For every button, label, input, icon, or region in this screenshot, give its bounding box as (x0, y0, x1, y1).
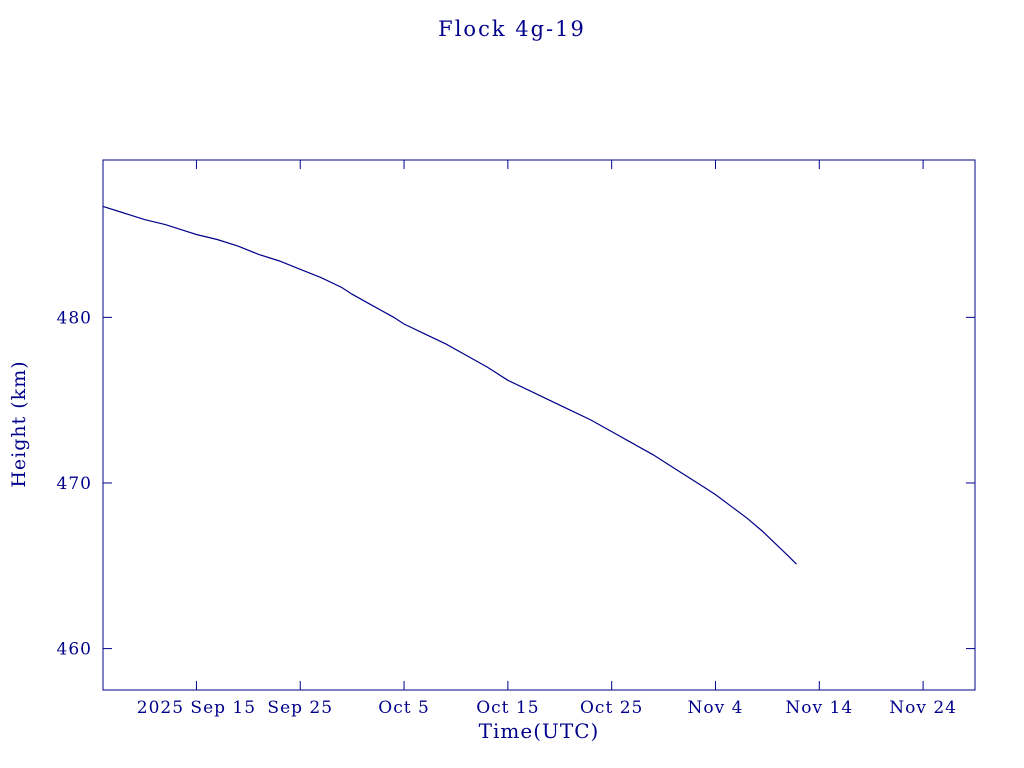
height-decay-curve (102, 205, 797, 565)
y-tick-label: 460 (57, 640, 92, 660)
x-tick-label: Nov 24 (889, 698, 957, 718)
x-tick-label: Nov 4 (688, 698, 744, 718)
axes-box (102, 159, 976, 691)
x-tick-label: 2025 Sep 15 (137, 698, 256, 718)
y-tick-label: 480 (57, 308, 92, 328)
chart-title: Flock 4g-19 (438, 17, 586, 41)
x-axis-label: Time(UTC) (478, 719, 600, 743)
x-tick-label: Nov 14 (785, 698, 853, 718)
x-tick-label: Sep 25 (267, 698, 333, 718)
x-tick-label: Oct 25 (580, 698, 643, 718)
y-tick-label: 470 (57, 474, 92, 494)
x-tick-label: Oct 15 (476, 698, 539, 718)
x-tick-label: Oct 5 (378, 698, 430, 718)
